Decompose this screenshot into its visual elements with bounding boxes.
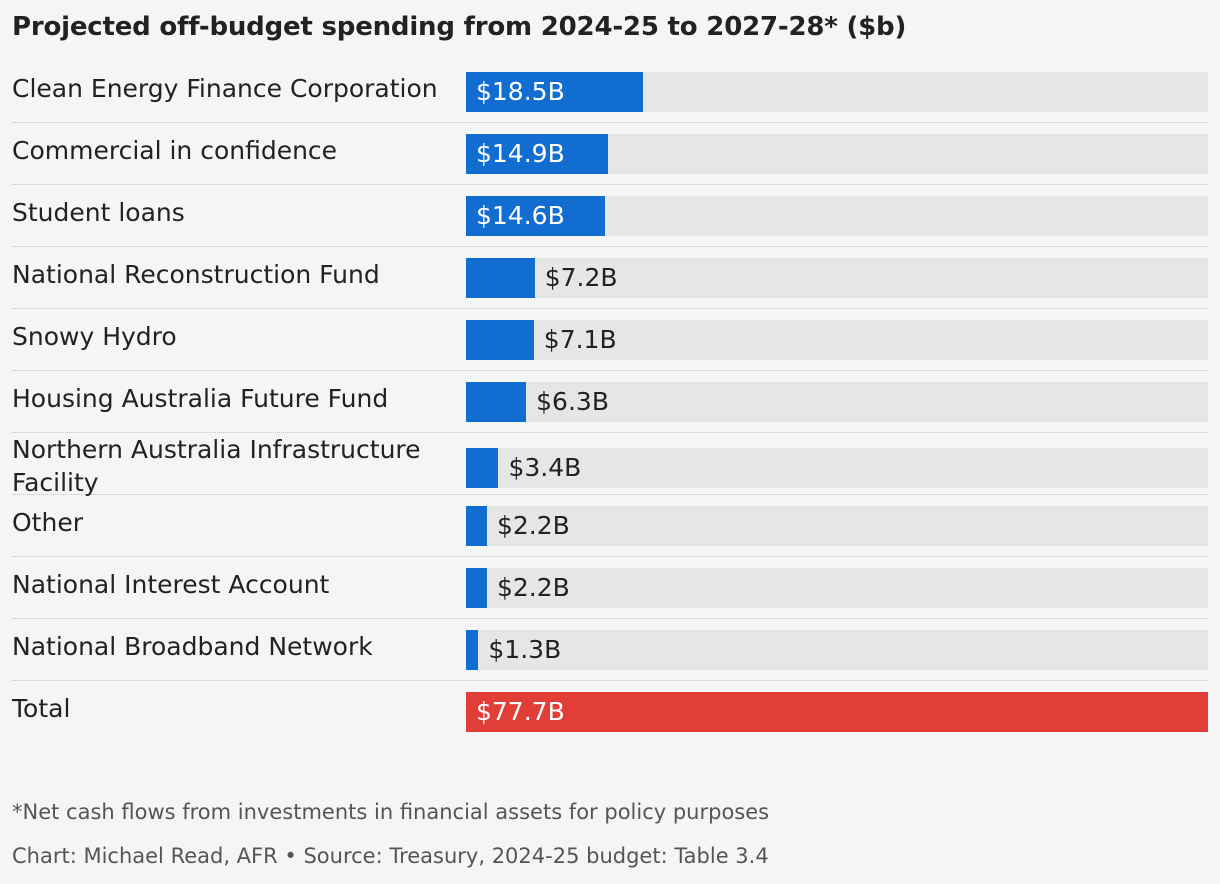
bar-row: Student loans $14.6B [12, 184, 1208, 247]
bar-row: National Interest Account $2.2B [12, 556, 1208, 619]
bar-row: Clean Energy Finance Corporation $18.5B [12, 60, 1208, 123]
category-label: Student loans [12, 198, 185, 227]
bar-row: Other $2.2B [12, 494, 1208, 557]
category-label: National Broadband Network [12, 632, 373, 661]
total-row: Total $77.7B [12, 680, 1208, 742]
bar [466, 630, 479, 670]
footnote: *Net cash flows from investments in fina… [12, 800, 770, 824]
bar [466, 568, 487, 608]
bar-row: Commercial in confidence $14.9B [12, 122, 1208, 185]
bar [466, 134, 609, 174]
bar-track: $7.2B [466, 258, 1208, 298]
bar-row: Housing Australia Future Fund $6.3B [12, 370, 1208, 433]
category-label: Other [12, 508, 83, 537]
value-label: $14.9B [476, 139, 565, 168]
source-credit: Chart: Michael Read, AFR • Source: Treas… [12, 844, 769, 868]
category-label: Housing Australia Future Fund [12, 384, 389, 413]
bar-track: $6.3B [466, 382, 1208, 422]
bar [466, 258, 535, 298]
value-label: $7.1B [543, 325, 617, 354]
bar-track: $1.3B [466, 630, 1208, 670]
bar [466, 506, 487, 546]
bar [466, 196, 606, 236]
bar-row: National Reconstruction Fund $7.2B [12, 246, 1208, 309]
bar-track: $2.2B [466, 568, 1208, 608]
bar-track: $14.9B [466, 134, 1208, 174]
value-label: $18.5B [476, 77, 565, 106]
bar-track: $77.7B [466, 692, 1208, 732]
category-label: National Reconstruction Fund [12, 260, 380, 289]
bar-row: Northern Australia Infrastructure Facili… [12, 432, 1208, 497]
bar [466, 448, 499, 488]
bar-track: $3.4B [466, 448, 1208, 488]
bar-track: $2.2B [466, 506, 1208, 546]
value-label: $77.7B [476, 697, 565, 726]
category-label: Snowy Hydro [12, 322, 177, 351]
value-label: $3.4B [508, 453, 582, 482]
bar [466, 72, 643, 112]
category-label: Clean Energy Finance Corporation [12, 74, 438, 103]
category-label: Commercial in confidence [12, 136, 338, 165]
bar [466, 382, 527, 422]
value-label: $14.6B [476, 201, 565, 230]
bar-row: Snowy Hydro $7.1B [12, 308, 1208, 371]
category-label: Total [12, 694, 71, 723]
bar-track: $18.5B [466, 72, 1208, 112]
bar-track: $14.6B [466, 196, 1208, 236]
value-label: $7.2B [544, 263, 618, 292]
bar-row: National Broadband Network $1.3B [12, 618, 1208, 681]
value-label: $6.3B [536, 387, 609, 416]
bar [466, 320, 534, 360]
chart-title: Projected off-budget spending from 2024-… [12, 12, 907, 42]
total-bar [466, 692, 1208, 732]
category-label: Northern Australia Infrastructure Facili… [12, 435, 421, 497]
value-label: $1.3B [488, 635, 562, 664]
category-label: National Interest Account [12, 570, 330, 599]
value-label: $2.2B [497, 573, 570, 602]
bar-track: $7.1B [466, 320, 1208, 360]
value-label: $2.2B [497, 511, 570, 540]
